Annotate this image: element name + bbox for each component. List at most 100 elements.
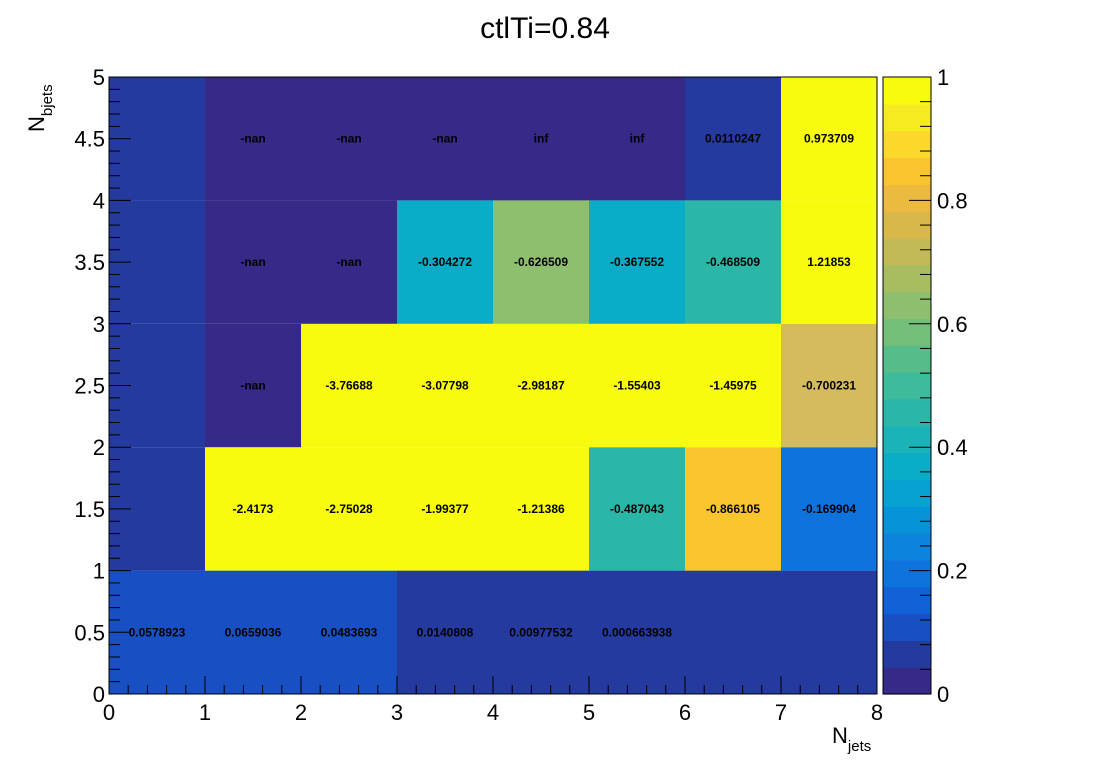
- cell-label-7-4: 0.973709: [804, 132, 854, 146]
- colorbar-band: [883, 506, 931, 534]
- y-tick-label: 5: [93, 65, 105, 90]
- heatmap-cell-7-2: [781, 323, 877, 448]
- y-tick-label: 4: [93, 188, 105, 213]
- heatmap-cell-6-2: [685, 323, 781, 448]
- colorbar-band: [883, 452, 931, 480]
- colorbar-band: [883, 479, 931, 507]
- chart-title: ctlTi=0.84: [480, 12, 610, 45]
- x-tick-label: 2: [295, 700, 307, 725]
- cell-label-0-0: 0.0578923: [129, 625, 186, 639]
- colorbar-band: [883, 667, 931, 695]
- colorbar-band: [883, 103, 931, 132]
- cell-label-2-1: -2.75028: [325, 502, 373, 516]
- cell-label-4-3: -0.626509: [514, 255, 568, 269]
- heatmap-cell-5-0: [589, 570, 685, 694]
- colorbar-band: [883, 318, 931, 346]
- y-tick-label: 3.5: [74, 250, 105, 275]
- cell-label-4-0: 0.00977532: [509, 625, 573, 639]
- y-axis-title-sub: bjets: [39, 84, 56, 116]
- heatmap-cell-1-2: [205, 323, 301, 448]
- svg-text:Njets: Njets: [832, 723, 871, 755]
- colorbar-tick-label: 0.8: [937, 188, 968, 213]
- cell-label-5-2: -1.55403: [613, 379, 661, 393]
- heatmap-cell-7-1: [781, 447, 877, 571]
- colorbar-tick-label: 0: [937, 682, 949, 707]
- colorbar-band: [883, 372, 931, 400]
- x-tick-label: 5: [583, 700, 595, 725]
- heatmap-cell-2-4: [301, 77, 397, 201]
- colorbar-tick-label: 1: [937, 65, 949, 90]
- heatmap-cell-7-4: [781, 77, 877, 201]
- heatmap-cell-4-3: [493, 200, 589, 324]
- colorbar-band: [883, 345, 931, 373]
- cell-label-1-0: 0.0659036: [225, 625, 282, 639]
- cell-label-2-4: -nan: [336, 132, 361, 146]
- heatmap-cell-6-0: [685, 570, 781, 694]
- heatmap-cell-4-1: [493, 447, 589, 571]
- heatmap-cell-4-2: [493, 323, 589, 448]
- heatmap-cell-2-3: [301, 200, 397, 324]
- heatmap-cell-4-4: [493, 77, 589, 201]
- heatmap-cell-4-0: [493, 570, 589, 694]
- x-tick-label: 6: [679, 700, 691, 725]
- colorbar-band: [883, 533, 931, 561]
- heatmap-cell-1-4: [205, 77, 301, 201]
- heatmap-cell-6-3: [685, 200, 781, 324]
- heatmap-cell-3-3: [397, 200, 493, 324]
- heatmap-cell-1-3: [205, 200, 301, 324]
- colorbar-tick-label: 0.2: [937, 559, 968, 584]
- colorbar-band: [883, 398, 931, 427]
- cell-label-3-2: -3.07798: [421, 379, 469, 393]
- heatmap-cell-2-2: [301, 323, 397, 448]
- cell-label-4-1: -1.21386: [517, 502, 565, 516]
- cell-label-2-3: -nan: [336, 255, 361, 269]
- heatmap-cell-5-1: [589, 447, 685, 571]
- x-axis-title-main: N: [832, 723, 848, 748]
- heatmap-cell-7-0: [781, 570, 877, 694]
- cell-label-3-1: -1.99377: [421, 502, 469, 516]
- y-tick-label: 1: [93, 559, 105, 584]
- colorbar-tick-label: 0.6: [937, 312, 968, 337]
- cell-label-3-4: -nan: [432, 132, 457, 146]
- y-axis-title: Nbjets: [24, 84, 56, 132]
- heatmap-cell-1-1: [205, 447, 301, 571]
- heatmap-cell-6-4: [685, 77, 781, 201]
- cell-label-5-3: -0.367552: [610, 255, 664, 269]
- cell-label-6-3: -0.468509: [706, 255, 760, 269]
- colorbar-band: [883, 586, 931, 615]
- colorbar-band: [883, 291, 931, 320]
- heatmap-cell-6-1: [685, 447, 781, 571]
- cell-label-2-0: 0.0483693: [321, 625, 378, 639]
- x-tick-label: 0: [103, 700, 115, 725]
- cell-label-6-4: 0.0110247: [705, 132, 761, 146]
- heatmap-cell-7-3: [781, 200, 877, 324]
- x-axis-title: Njets: [832, 723, 871, 755]
- cell-label-1-1: -2.4173: [233, 502, 274, 516]
- x-tick-label: 1: [199, 700, 211, 725]
- cell-label-5-4: inf: [630, 132, 646, 146]
- colorbar-band: [883, 613, 931, 641]
- cell-label-5-1: -0.487043: [610, 502, 664, 516]
- x-tick-label: 7: [775, 700, 787, 725]
- cell-label-4-4: inf: [534, 132, 550, 146]
- y-tick-label: 2.5: [74, 374, 105, 399]
- frame-layer: 0 1 2 3 4 5 6 7 8 0 0.5 1 1.5 2 2.5 3 3.5 4 4.5 5: [74, 65, 883, 725]
- cell-label-7-1: -0.169904: [802, 502, 856, 516]
- colorbar-band: [883, 237, 931, 266]
- cell-label-1-2: -nan: [240, 379, 265, 393]
- cell-label-1-4: -nan: [240, 132, 265, 146]
- colorbar-band: [883, 77, 931, 105]
- cell-label-5-0: 0.000663938: [602, 625, 672, 639]
- colorbar-band: [883, 264, 931, 293]
- heatmap-cell-2-0: [301, 570, 397, 694]
- heatmap-cell-1-0: [205, 570, 301, 694]
- cell-label-2-2: -3.76688: [325, 379, 373, 393]
- svg-text:Nbjets: Nbjets: [24, 84, 56, 132]
- colorbar-band: [883, 184, 931, 212]
- cell-label-6-1: -0.866105: [706, 502, 760, 516]
- heatmap-cell-3-0: [397, 570, 493, 694]
- y-tick-label: 1.5: [74, 497, 105, 522]
- colorbar-band: [883, 559, 931, 588]
- colorbar: 0 0.2 0.4 0.6 0.8 1: [882, 65, 968, 707]
